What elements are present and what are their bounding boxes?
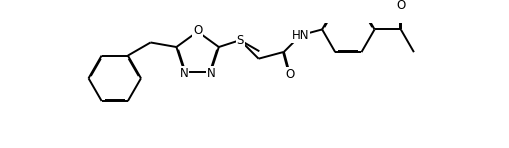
Text: HN: HN — [292, 29, 309, 42]
Text: O: O — [193, 24, 202, 37]
Text: O: O — [285, 68, 294, 81]
Text: S: S — [237, 34, 244, 47]
Text: N: N — [180, 67, 188, 80]
Text: N: N — [207, 67, 216, 80]
Text: O: O — [396, 0, 406, 12]
